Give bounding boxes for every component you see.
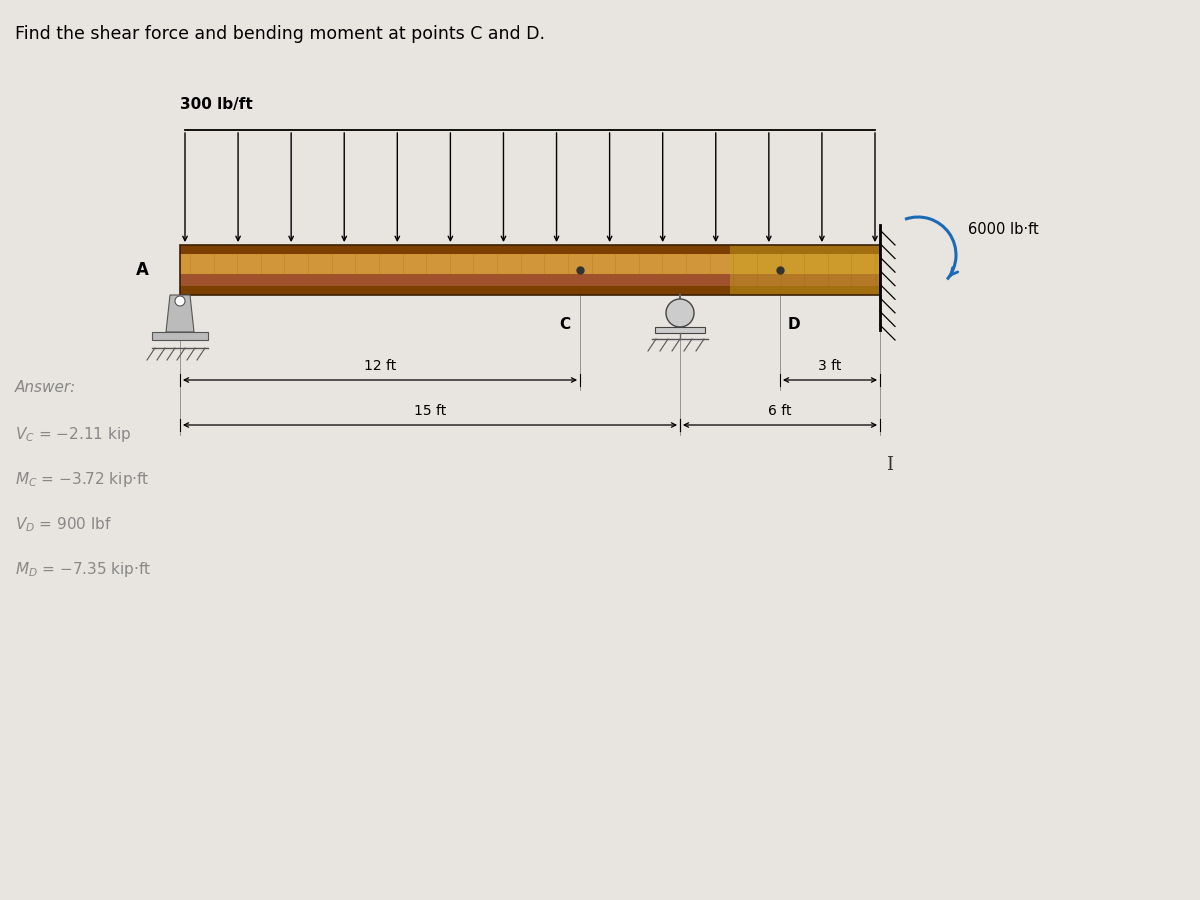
Bar [180, 286, 880, 295]
Text: $M_C$ = −3.72 kip·ft: $M_C$ = −3.72 kip·ft [14, 470, 150, 489]
Text: 6 ft: 6 ft [768, 404, 792, 418]
Bar [730, 245, 880, 295]
Polygon shape [166, 295, 194, 332]
Text: Answer:: Answer: [14, 380, 77, 395]
Bar [180, 245, 880, 295]
Text: 6000 lb·ft: 6000 lb·ft [968, 222, 1039, 238]
Text: A: A [136, 261, 149, 279]
Text: 15 ft: 15 ft [414, 404, 446, 418]
Bar [180, 245, 880, 254]
Text: 12 ft: 12 ft [364, 359, 396, 373]
Text: 3 ft: 3 ft [818, 359, 841, 373]
Text: C: C [559, 317, 570, 332]
Bar [180, 274, 880, 286]
Bar [180, 254, 880, 286]
Circle shape [175, 296, 185, 306]
Bar [655, 327, 706, 333]
Bar [152, 332, 208, 340]
Text: $M_D$ = −7.35 kip·ft: $M_D$ = −7.35 kip·ft [14, 560, 151, 579]
Text: Find the shear force and bending moment at points C and D.: Find the shear force and bending moment … [14, 25, 545, 43]
Text: D: D [788, 317, 800, 332]
Text: $V_C$ = −2.11 kip: $V_C$ = −2.11 kip [14, 425, 131, 444]
Text: 300 lb/ft: 300 lb/ft [180, 97, 253, 112]
Text: $V_D$ = 900 lbf: $V_D$ = 900 lbf [14, 515, 112, 534]
Text: I: I [887, 456, 894, 474]
Circle shape [666, 299, 694, 327]
